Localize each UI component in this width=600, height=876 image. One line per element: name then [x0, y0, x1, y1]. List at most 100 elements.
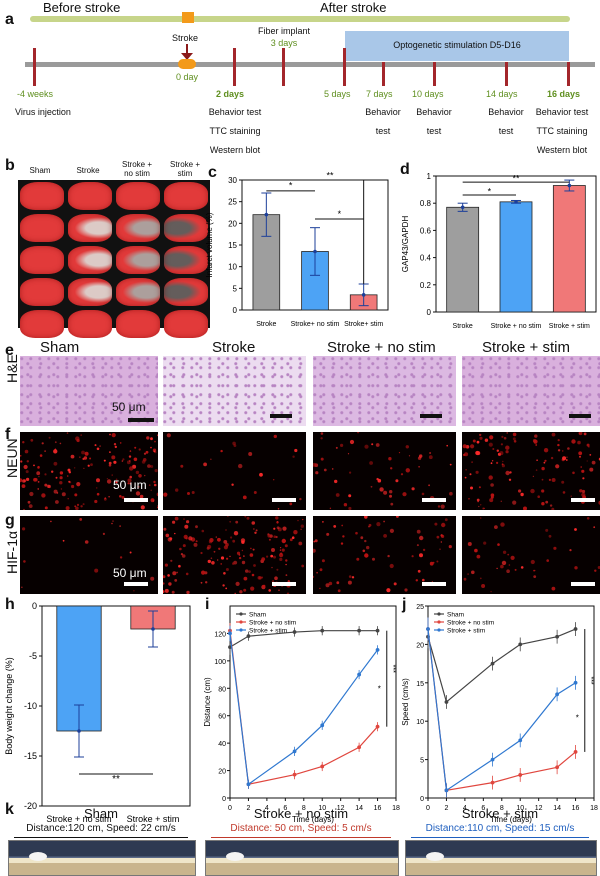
data-point	[573, 680, 578, 685]
after-stroke-label: After stroke	[320, 0, 387, 15]
data-point	[246, 634, 251, 639]
scale-text-neun: 50 μm	[113, 478, 147, 492]
y-tick-label: 0	[427, 308, 432, 317]
scale-bar	[420, 414, 442, 418]
ttc-brain-slice	[164, 246, 208, 274]
data-point	[375, 647, 380, 652]
tick-d3	[282, 48, 285, 86]
stroke-phase-marker	[182, 12, 194, 23]
fiber-implant-label: Fiber implant	[257, 26, 311, 36]
x-tick-label: 12	[535, 805, 543, 812]
y-tick-label: 15	[228, 241, 237, 250]
data-point	[567, 183, 572, 188]
data-point	[444, 700, 449, 704]
d16-test-2: TTC staining	[536, 126, 588, 136]
panel-k-distance-line	[14, 837, 188, 838]
panel-b-header-sham: Sham	[29, 166, 51, 175]
legend-label: Stroke + stim	[447, 628, 485, 635]
scale-bar	[422, 498, 446, 502]
y-tick-label: 30	[228, 176, 237, 185]
behavior-photo	[405, 840, 597, 876]
x-tick-label: 10	[318, 805, 326, 812]
sig-star: *	[289, 181, 293, 191]
x-axis-label: Time (days)	[292, 815, 334, 824]
panel-label-d: d	[400, 161, 410, 178]
panel-b-header-nostim: Stroke + no stim	[121, 160, 152, 178]
panel-label-e: e	[5, 342, 14, 359]
y-tick-label: 25	[416, 604, 424, 611]
histology-col-sham: Sham	[40, 339, 80, 356]
plot-frame	[427, 605, 595, 799]
x-axis-label: Time (days)	[490, 815, 532, 824]
data-point	[264, 212, 269, 217]
panel-k-title: Stroke + stim	[461, 806, 539, 821]
d10-label: 10 days	[412, 89, 444, 99]
histology-image	[462, 356, 600, 426]
category-label: Stroke	[453, 323, 473, 330]
bar	[499, 201, 533, 313]
fiber-days-label: 3 days	[270, 38, 298, 48]
y-tick-label: 0	[222, 796, 226, 803]
ttc-brain-grid	[20, 182, 208, 338]
legend-marker	[239, 612, 243, 616]
legend-marker	[437, 612, 441, 616]
data-point	[228, 645, 232, 650]
panel-k-title: Stroke + no stim	[253, 806, 349, 821]
histology-image	[462, 516, 600, 594]
chart-j: 0 2 4 6 8 10 12 14 16 18 0 5 10 15 20 25 Time (days) Spee…	[401, 604, 598, 824]
data-point	[518, 773, 523, 777]
data-point	[426, 627, 430, 631]
data-point	[518, 642, 523, 647]
x-tick-label: 4	[265, 805, 269, 812]
y-axis-label: Infarct volume (%)	[205, 212, 214, 277]
d10-test: test	[426, 126, 442, 136]
d2-test-3: Western blot	[209, 145, 261, 155]
chart-c: 0 5 10 15 20 25 30 Infarct volume (%) Stroke Stro…	[205, 171, 389, 328]
ttc-brain-slice	[116, 214, 160, 242]
zero-day-label: 0 day	[176, 72, 199, 82]
virus-label: Virus injection	[15, 107, 71, 117]
sig-star: **	[112, 774, 120, 785]
optogenetic-box	[345, 31, 569, 61]
y-tick-label: 0	[420, 796, 424, 803]
data-point	[228, 631, 232, 636]
x-tick-label: 16	[572, 805, 580, 812]
histology-image	[313, 356, 456, 426]
legend-marker	[239, 620, 243, 624]
data-point	[246, 782, 251, 787]
ttc-brain-slice	[116, 182, 160, 210]
data-point	[357, 672, 362, 677]
stroke-arrow-icon	[186, 44, 188, 54]
histology-col-nostim: Stroke + no stim	[327, 339, 436, 356]
data-point	[292, 749, 297, 754]
category-label: Stroke	[256, 321, 276, 328]
y-tick-label: 10	[416, 719, 424, 726]
balance-beam	[406, 858, 596, 863]
category-label: Stroke + stim	[127, 814, 180, 824]
d7-behavior: Behavior	[365, 107, 401, 117]
bar	[552, 185, 586, 313]
y-axis-label: Distance (cm)	[203, 677, 212, 727]
y-tick-label: 20	[218, 769, 226, 776]
chart-d: 0 0.2 0.4 0.6 0.8 1 GAP43/GAPDH Stroke Stroke + …	[401, 172, 597, 330]
y-tick-label: -10	[24, 701, 37, 711]
series-line	[427, 628, 576, 792]
data-point	[555, 634, 560, 639]
panel-label-g: g	[5, 512, 15, 529]
histology-image	[311, 515, 456, 594]
ttc-brain-slice	[20, 246, 64, 274]
d5-label: 5 days	[324, 89, 351, 99]
legend-marker	[239, 628, 243, 632]
scale-bar	[272, 498, 296, 502]
row-label-hif: HIF-1α	[4, 530, 20, 574]
behavior-photo	[8, 840, 196, 876]
y-tick-label: -5	[29, 651, 37, 661]
panel-k-title: Sham	[84, 806, 118, 821]
data-point	[313, 249, 317, 254]
x-tick-label: 2	[444, 805, 448, 812]
d7-test: test	[375, 126, 391, 136]
panel-k-distance-line	[411, 837, 589, 838]
y-tick-label: 0.2	[420, 281, 432, 290]
histology-image	[20, 356, 158, 426]
minus4-label: -4 weeks	[17, 89, 54, 99]
